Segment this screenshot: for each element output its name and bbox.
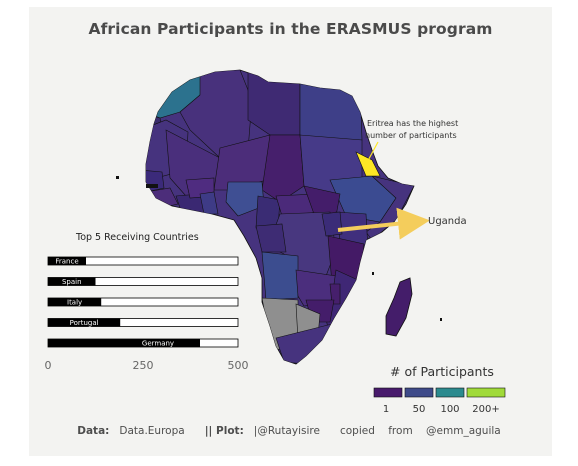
- country-chad: [261, 134, 305, 203]
- legend-swatch-200: [466, 387, 506, 398]
- caption-plot-author: |@Rutayisire: [253, 425, 320, 437]
- eritrea-annotation-line1: Eritrea has the highest: [367, 119, 458, 128]
- bar-label-spain: Spain: [62, 278, 82, 286]
- caption-data-source: Data.Europa: [119, 425, 185, 437]
- bar-portugal: [48, 318, 121, 327]
- bar-italy: [48, 298, 102, 306]
- caption-plot-label: || Plot:: [204, 425, 244, 437]
- country-angola: [261, 251, 299, 301]
- legend-label-50: 50: [413, 404, 426, 415]
- axis-tick-0: 0: [45, 359, 52, 372]
- caption-copied: copied: [339, 425, 375, 437]
- bar-label-france: France: [55, 258, 78, 266]
- caption: Data: Data.Europa || Plot: |@Rutayisire …: [0, 425, 578, 437]
- axis-tick-500: 500: [228, 359, 249, 372]
- axis-tick-250: 250: [133, 359, 154, 372]
- legend-label-100: 100: [440, 404, 459, 415]
- bar-chart-title: Top 5 Receiving Countries: [75, 232, 199, 243]
- country-lesotho: [317, 343, 329, 355]
- country-gabon-congo: [255, 223, 287, 253]
- legend-label-200: 200+: [472, 404, 499, 415]
- country-gambia: [146, 184, 158, 188]
- country-malawi: [329, 283, 341, 305]
- bar-chart: Top 5 Receiving Countries France Spain Ita…: [45, 232, 249, 372]
- page-title: African Participants in the ERASMUS prog…: [88, 20, 493, 38]
- bar-series: France Spain Italy Portugal Germany: [47, 256, 239, 348]
- legend-title: # of Participants: [390, 364, 494, 379]
- country-madagascar: [385, 277, 413, 337]
- country-nigeria: [225, 181, 265, 217]
- uganda-arrow: [337, 207, 430, 240]
- eritrea-annotation-line2: number of participants: [365, 131, 457, 140]
- legend-swatch-50: [404, 387, 434, 398]
- country-egypt: [299, 79, 363, 143]
- caption-from: from: [388, 425, 413, 437]
- country-uganda: [321, 211, 343, 237]
- country-senegal: [146, 169, 165, 193]
- africa-map: [116, 69, 442, 365]
- eritrea-pointer-line: [363, 141, 379, 169]
- legend-swatch-1: [373, 387, 403, 398]
- legend-label-1: 1: [383, 404, 389, 415]
- island-mauritius: [440, 318, 442, 321]
- participants-legend: # of Participants 1 50 100 200+: [373, 364, 506, 415]
- bar-france: [48, 257, 86, 265]
- bar-label-portugal: Portugal: [70, 319, 99, 327]
- bar-germany: [48, 339, 200, 347]
- country-libya: [247, 70, 301, 136]
- country-eritrea: [355, 151, 381, 177]
- legend-swatch-100: [435, 387, 465, 398]
- annotations: Eritrea has the highest number of partic…: [337, 119, 467, 240]
- country-ghana: [199, 191, 219, 215]
- country-cape-verde: [116, 176, 119, 179]
- bar-spain: [48, 277, 96, 286]
- caption-data-label: Data:: [77, 425, 110, 437]
- uganda-label: Uganda: [428, 216, 467, 227]
- bar-axis: 0 250 500: [45, 359, 249, 372]
- bar-label-germany: Germany: [142, 340, 174, 348]
- bar-label-italy: Italy: [67, 299, 82, 307]
- island-comoros: [372, 272, 374, 275]
- caption-original-author: @emm_aguila: [426, 425, 501, 437]
